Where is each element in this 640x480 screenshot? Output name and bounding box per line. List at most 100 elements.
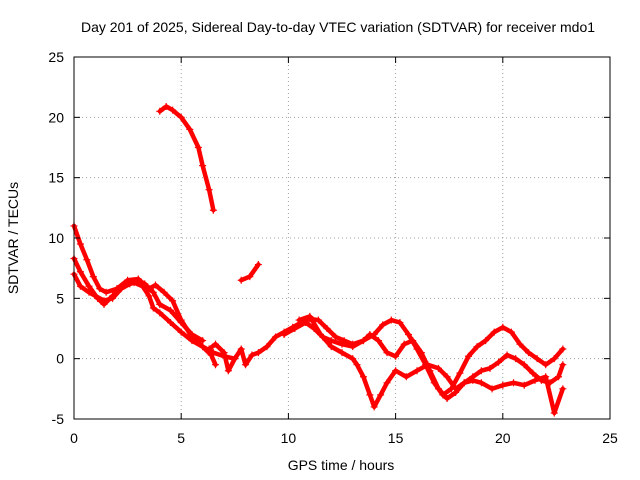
data-point bbox=[402, 373, 410, 381]
data-point bbox=[550, 355, 558, 363]
data-point bbox=[542, 373, 550, 381]
data-point bbox=[359, 337, 367, 345]
data-point bbox=[156, 300, 164, 308]
data-point bbox=[199, 162, 207, 170]
y-tick-label: 10 bbox=[48, 230, 64, 246]
data-point bbox=[254, 349, 262, 357]
data-point bbox=[516, 340, 524, 348]
data-point bbox=[366, 331, 374, 339]
data-point bbox=[332, 333, 340, 341]
data-point bbox=[85, 288, 93, 296]
data-point bbox=[194, 144, 202, 151]
chart-title: Day 201 of 2025, Sidereal Day-to-day VTE… bbox=[81, 19, 595, 35]
data-point bbox=[338, 340, 346, 348]
data-point bbox=[212, 340, 220, 348]
data-point bbox=[76, 240, 84, 248]
data-point bbox=[426, 367, 434, 375]
y-tick-label: 15 bbox=[48, 170, 64, 186]
data-point bbox=[559, 385, 567, 393]
x-tick-label: 15 bbox=[388, 430, 404, 446]
data-point bbox=[409, 337, 417, 345]
data-point bbox=[246, 273, 254, 281]
series-line bbox=[71, 271, 205, 343]
data-point bbox=[490, 328, 498, 336]
data-point bbox=[205, 186, 213, 194]
data-point bbox=[392, 352, 400, 360]
data-point bbox=[209, 349, 217, 357]
data-point bbox=[91, 292, 99, 300]
data-point bbox=[224, 367, 232, 375]
data-point bbox=[109, 294, 117, 302]
data-point bbox=[525, 349, 533, 357]
data-point bbox=[141, 280, 149, 288]
y-tick-label: -5 bbox=[52, 411, 65, 427]
data-point bbox=[177, 318, 185, 326]
data-point bbox=[212, 361, 220, 369]
data-point bbox=[452, 385, 460, 393]
data-point bbox=[76, 282, 84, 290]
data-point bbox=[166, 306, 174, 314]
series-track-3 bbox=[70, 270, 207, 345]
series-layer bbox=[70, 102, 567, 417]
data-point bbox=[209, 206, 217, 214]
data-point bbox=[529, 369, 537, 377]
data-point bbox=[117, 285, 125, 293]
data-point bbox=[205, 345, 213, 353]
data-point bbox=[169, 297, 177, 305]
x-tick-label: 5 bbox=[177, 430, 185, 446]
data-point bbox=[323, 325, 331, 332]
data-point bbox=[404, 331, 412, 339]
data-point bbox=[263, 343, 271, 351]
x-tick-label: 0 bbox=[70, 430, 78, 446]
data-point bbox=[76, 268, 84, 276]
series-line bbox=[157, 104, 216, 213]
data-point bbox=[162, 102, 170, 110]
data-point bbox=[145, 292, 153, 300]
data-point bbox=[482, 337, 490, 345]
data-point bbox=[396, 318, 404, 326]
data-point bbox=[237, 276, 245, 284]
x-tick-label: 20 bbox=[495, 430, 511, 446]
data-point bbox=[520, 361, 528, 369]
data-point bbox=[280, 331, 288, 339]
data-point bbox=[533, 355, 541, 363]
data-point bbox=[134, 276, 142, 284]
series-track-7 bbox=[280, 318, 567, 402]
y-tick-label: 25 bbox=[48, 49, 64, 65]
data-point bbox=[199, 337, 207, 345]
data-point bbox=[510, 379, 518, 387]
data-point bbox=[188, 331, 196, 339]
data-point bbox=[370, 403, 378, 411]
series-track-5 bbox=[237, 261, 262, 284]
data-point bbox=[374, 337, 382, 345]
data-point bbox=[126, 280, 134, 288]
data-point bbox=[338, 349, 346, 357]
data-point bbox=[443, 373, 451, 381]
data-point bbox=[499, 323, 507, 331]
data-point bbox=[272, 333, 280, 341]
data-point bbox=[503, 351, 511, 359]
data-point bbox=[512, 355, 520, 363]
data-point bbox=[306, 312, 314, 320]
data-point bbox=[400, 340, 408, 348]
y-axis-label: SDTVAR / TECUs bbox=[5, 182, 21, 294]
series-track-8 bbox=[295, 312, 567, 417]
data-point bbox=[166, 318, 174, 326]
data-point bbox=[456, 369, 464, 377]
data-point bbox=[149, 288, 157, 296]
data-point bbox=[349, 343, 357, 351]
data-point bbox=[473, 343, 481, 351]
data-point bbox=[156, 107, 164, 115]
data-point bbox=[392, 367, 400, 375]
data-point bbox=[443, 394, 451, 402]
data-point bbox=[160, 288, 168, 296]
data-point bbox=[317, 331, 325, 339]
data-point bbox=[96, 285, 104, 293]
x-tick-label: 25 bbox=[602, 430, 618, 446]
data-point bbox=[100, 297, 108, 305]
data-point bbox=[387, 316, 395, 324]
data-point bbox=[469, 376, 477, 384]
data-point bbox=[383, 349, 391, 357]
series-line bbox=[281, 320, 566, 401]
